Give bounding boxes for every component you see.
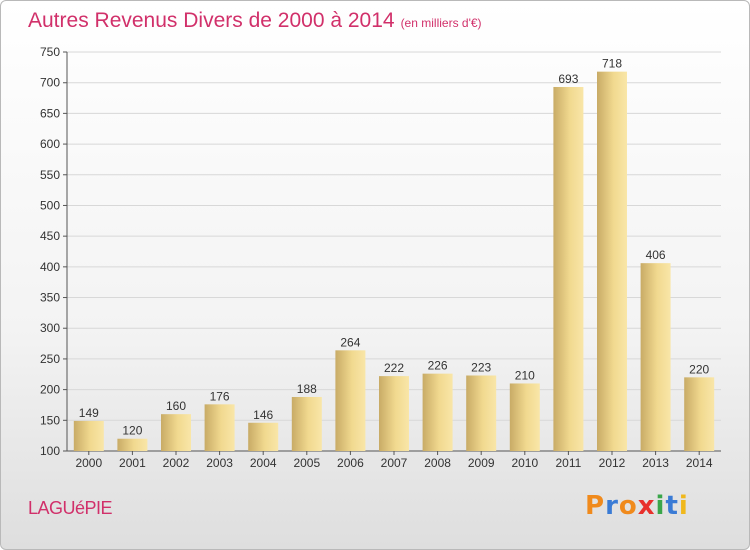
data-label: 176 (210, 389, 230, 403)
x-tick-label: 2013 (642, 456, 669, 470)
y-tick-label: 650 (40, 106, 60, 120)
logo-letter: x (637, 491, 656, 521)
y-tick-label: 150 (40, 413, 60, 427)
x-tick-label: 2009 (468, 456, 495, 470)
bar (553, 86, 584, 451)
logo-letter: t (665, 491, 679, 521)
data-label: 146 (253, 408, 273, 422)
logo-letter: P (585, 491, 606, 521)
data-label: 718 (602, 57, 622, 71)
y-tick-label: 350 (40, 291, 60, 305)
data-label: 220 (689, 362, 709, 376)
x-tick-label: 2007 (381, 456, 408, 470)
y-tick-label: 200 (40, 383, 60, 397)
proxiti-logo: Proxiti (585, 491, 689, 521)
data-label: 222 (384, 361, 404, 375)
chart-subtitle: (en milliers d'€) (400, 16, 482, 30)
bar (161, 414, 191, 451)
data-label: 149 (79, 406, 99, 420)
data-label: 120 (122, 424, 142, 438)
bar (597, 71, 627, 452)
data-label: 223 (471, 360, 491, 374)
y-tick-label: 750 (40, 45, 60, 59)
data-label: 226 (428, 359, 448, 373)
y-tick-label: 700 (40, 76, 60, 90)
bar (73, 420, 104, 451)
chart-title-text: Autres Revenus Divers de 2000 à 2014 (28, 9, 395, 32)
bar (509, 383, 540, 451)
bar (335, 350, 366, 451)
x-tick-label: 2002 (163, 456, 190, 470)
chart-title: Autres Revenus Divers de 2000 à 2014 (en … (28, 9, 482, 33)
x-tick-label: 2006 (337, 456, 364, 470)
bar (248, 422, 279, 451)
y-tick-label: 250 (40, 352, 60, 366)
y-tick-label: 400 (40, 260, 60, 274)
y-tick-label: 600 (40, 137, 60, 151)
bar (379, 376, 409, 451)
x-tick-label: 2011 (555, 456, 581, 470)
bar (640, 263, 671, 451)
logo-letter: i (655, 491, 666, 521)
data-label: 406 (646, 248, 666, 262)
bar (291, 396, 322, 451)
data-label: 210 (515, 368, 535, 382)
bar (117, 438, 148, 451)
bar (466, 375, 497, 451)
logo-letter: r (605, 491, 619, 521)
x-tick-label: 2014 (686, 456, 713, 470)
y-tick-label: 450 (40, 229, 60, 243)
data-label: 693 (558, 72, 578, 86)
x-tick-label: 2005 (293, 456, 320, 470)
y-tick-label: 550 (40, 168, 60, 182)
labels: 100 150 200 250 300 350 400 450 500 550 600 650 700 7… (40, 45, 713, 470)
x-tick-label: 2004 (250, 456, 277, 470)
bar (684, 377, 715, 451)
bar (204, 404, 235, 451)
bar (422, 373, 453, 451)
y-tick-label: 300 (40, 321, 60, 335)
place-name: LAGUéPIE (28, 498, 113, 518)
y-tick-label: 100 (40, 444, 60, 458)
x-tick-label: 2012 (599, 456, 626, 470)
x-tick-label: 2008 (424, 456, 451, 470)
logo-letter: i (678, 491, 689, 521)
x-tick-label: 2010 (511, 456, 538, 470)
bars (73, 71, 715, 452)
data-label: 264 (340, 335, 360, 349)
logo-letter: o (618, 491, 638, 521)
data-label: 188 (297, 382, 317, 396)
x-tick-label: 2003 (206, 456, 233, 470)
x-tick-label: 2001 (119, 456, 146, 470)
y-tick-label: 500 (40, 198, 60, 212)
x-tick-label: 2000 (75, 456, 102, 470)
data-label: 160 (166, 399, 186, 413)
